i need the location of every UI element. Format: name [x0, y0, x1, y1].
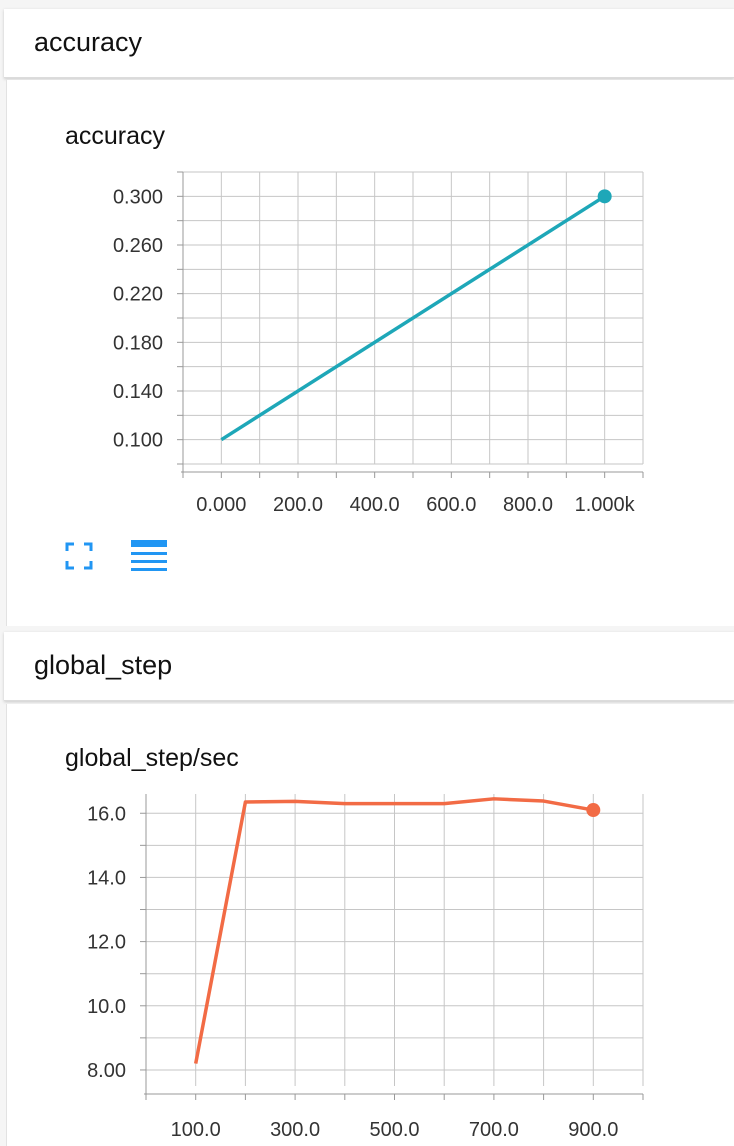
y-tick-label: 0.220 — [113, 284, 163, 306]
y-tick-label: 0.260 — [113, 235, 163, 257]
x-tick-label: 100.0 — [171, 1119, 221, 1141]
last-point-marker — [597, 189, 612, 204]
x-tick-label: 0.000 — [196, 494, 246, 516]
x-tick-label: 300.0 — [270, 1119, 320, 1141]
accuracy-chart: 0.100 0.140 0.180 0.220 0.260 0.300 0.000 200.0… — [113, 171, 644, 516]
x-tick-label: 700.0 — [469, 1119, 519, 1141]
y-tick-label: 0.300 — [113, 186, 163, 208]
chart-title: accuracy — [65, 122, 166, 150]
list-icon[interactable] — [131, 540, 167, 572]
series-line — [220, 194, 606, 442]
x-tick-label: 800.0 — [503, 494, 553, 516]
y-tick-label: 14.0 — [87, 867, 126, 889]
y-tick-label: 0.100 — [113, 430, 163, 452]
section-title: accuracy — [34, 27, 143, 57]
x-tick-label: 500.0 — [369, 1119, 419, 1141]
y-tick-label: 10.0 — [87, 996, 126, 1018]
chart-card-accuracy: accuracy 0.100 0.140 0.180 0.220 0.260 0.300 0… — [6, 80, 734, 626]
fullscreen-icon[interactable] — [65, 542, 93, 570]
last-point-marker — [586, 803, 601, 818]
series-line — [193, 797, 594, 1064]
chart-title: global_step/sec — [65, 744, 239, 772]
section-title: global_step — [34, 650, 173, 680]
x-tick-label: 1.000k — [575, 494, 636, 516]
global-step-chart: 8.00 10.0 12.0 14.0 16.0 100.0 300.0 500.0 700.0… — [87, 794, 644, 1141]
x-tick-label: 900.0 — [568, 1119, 618, 1141]
y-tick-label: 12.0 — [87, 932, 126, 954]
y-tick-label: 8.00 — [87, 1060, 126, 1082]
section-header-global-step[interactable]: global_step — [4, 632, 734, 701]
y-tick-label: 0.180 — [113, 332, 163, 354]
y-tick-label: 16.0 — [87, 803, 126, 825]
x-tick-label: 400.0 — [350, 494, 400, 516]
x-tick-label: 600.0 — [426, 494, 476, 516]
x-tick-label: 200.0 — [273, 494, 323, 516]
chart-card-global-step: global_step/sec 8.00 10.0 12.0 14.0 16.0 100.… — [6, 704, 734, 1146]
section-header-accuracy[interactable]: accuracy — [4, 9, 734, 78]
y-tick-label: 0.140 — [113, 381, 163, 403]
